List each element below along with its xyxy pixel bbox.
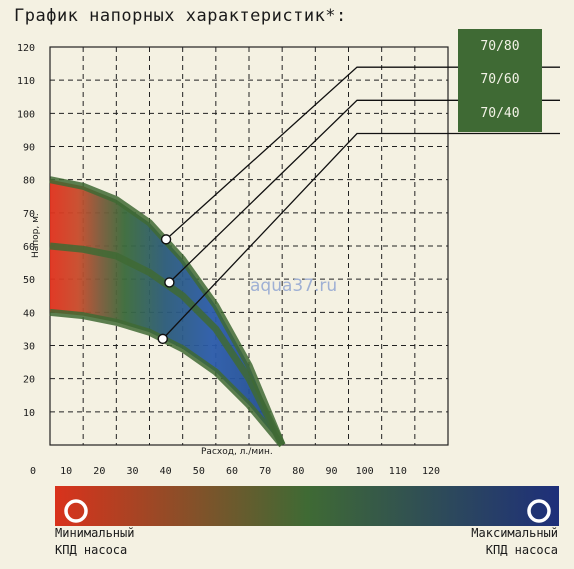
x-tick-label: 110 — [389, 466, 407, 477]
y-tick-label: 120 — [17, 43, 35, 54]
x-tick-label: 100 — [356, 466, 374, 477]
y-tick-label: 10 — [23, 408, 35, 419]
curve-point-70-80 — [160, 234, 172, 245]
y-tick-label: 110 — [17, 76, 35, 87]
min-efficiency-line1: Минимальный — [55, 526, 135, 540]
x-axis-label: Расход, л./мин. — [201, 447, 273, 457]
x-tick-label: 90 — [325, 466, 337, 477]
efficiency-gradient-bar — [55, 486, 559, 526]
min-efficiency-marker-icon — [64, 499, 88, 523]
x-tick-label: 20 — [93, 466, 105, 477]
y-tick-label: 20 — [23, 375, 35, 386]
x-tick-label: 70 — [259, 466, 271, 477]
max-efficiency-line1: Максимальный — [471, 526, 558, 540]
y-tick-label: 40 — [23, 308, 35, 319]
y-tick-label: 50 — [23, 275, 35, 286]
max-efficiency-line2: КПД насоса — [485, 543, 558, 557]
max-efficiency-label: Максимальный КПД насоса — [471, 525, 558, 559]
x-tick-label: 0 — [30, 466, 36, 477]
watermark: aqua37.ru — [250, 276, 338, 296]
x-tick-label: 60 — [226, 466, 238, 477]
y-axis-label: Напор, м. — [31, 213, 41, 258]
x-tick-label: 40 — [160, 466, 172, 477]
y-tick-label: 90 — [23, 143, 35, 154]
max-efficiency-marker-icon — [527, 499, 551, 523]
tick-labels: 0 10 20 30 40 50 60 70 80 90 100 110 120 10 20 30 40 50 60… — [17, 43, 440, 477]
x-tick-label: 30 — [126, 466, 138, 477]
page-title: График напорных характеристик*: — [14, 6, 347, 26]
y-tick-label: 70 — [23, 209, 35, 220]
x-tick-label: 10 — [60, 466, 72, 477]
y-tick-label: 100 — [17, 109, 35, 120]
model-badge-70-40: 70/40 — [458, 95, 542, 132]
x-tick-label: 120 — [422, 466, 440, 477]
y-tick-label: 80 — [23, 176, 35, 187]
x-tick-label: 50 — [193, 466, 205, 477]
y-tick-label: 30 — [23, 342, 35, 353]
curve-point-70-40 — [157, 333, 168, 345]
model-badge-70-80: 70/80 — [458, 29, 542, 66]
min-efficiency-line2: КПД насоса — [55, 543, 128, 557]
model-badge-70-60: 70/60 — [458, 62, 542, 99]
curve-point-70-60 — [164, 277, 175, 288]
curve-points — [157, 234, 175, 345]
leader-line-70-40 — [162, 132, 560, 340]
y-tick-label: 60 — [23, 242, 35, 253]
min-efficiency-label: Минимальный КПД насоса — [55, 525, 134, 559]
x-tick-label: 80 — [292, 466, 304, 477]
